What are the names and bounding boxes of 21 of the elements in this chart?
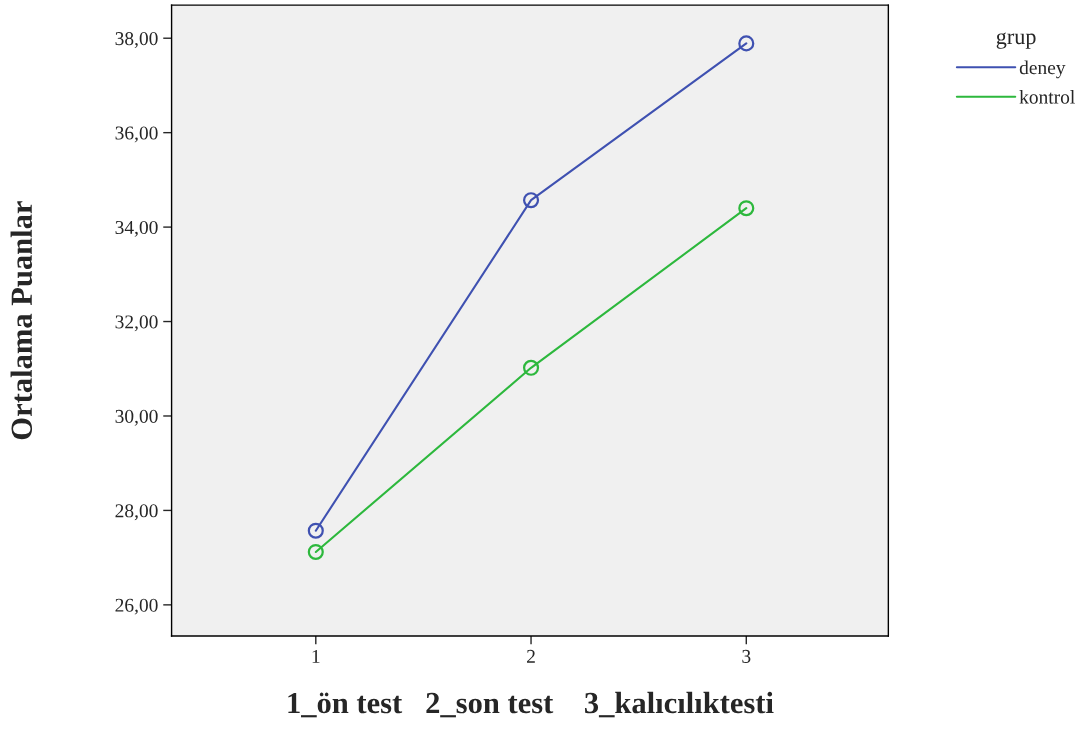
y-tick-label: 26,00 xyxy=(115,598,158,615)
point xyxy=(738,200,755,217)
x-tick-label: 2 xyxy=(527,649,535,663)
y-tick-label: 30,00 xyxy=(115,409,158,426)
point xyxy=(307,543,324,561)
x-tick-label: 3 xyxy=(742,649,751,663)
legend-title: grup xyxy=(996,32,1036,49)
x-axis-title: 1_ön test 2_son test 3_kalıcılıktesti xyxy=(288,691,774,718)
point xyxy=(522,359,540,376)
y-tick-label: 36,00 xyxy=(115,126,158,143)
y-tick-label: 38,00 xyxy=(115,32,158,48)
y-tick-label: 32,00 xyxy=(115,315,158,332)
legend-label: deney xyxy=(1019,60,1066,79)
point xyxy=(522,192,540,209)
legend-label: kontrol xyxy=(1019,90,1075,104)
point xyxy=(738,35,755,52)
y-axis-title: Ortalama Puanlar xyxy=(10,201,33,440)
x-tick-label: 1 xyxy=(312,649,320,663)
y-tick-label: 28,00 xyxy=(115,504,158,521)
point xyxy=(307,522,324,539)
y-tick-label: 34,00 xyxy=(115,220,158,237)
